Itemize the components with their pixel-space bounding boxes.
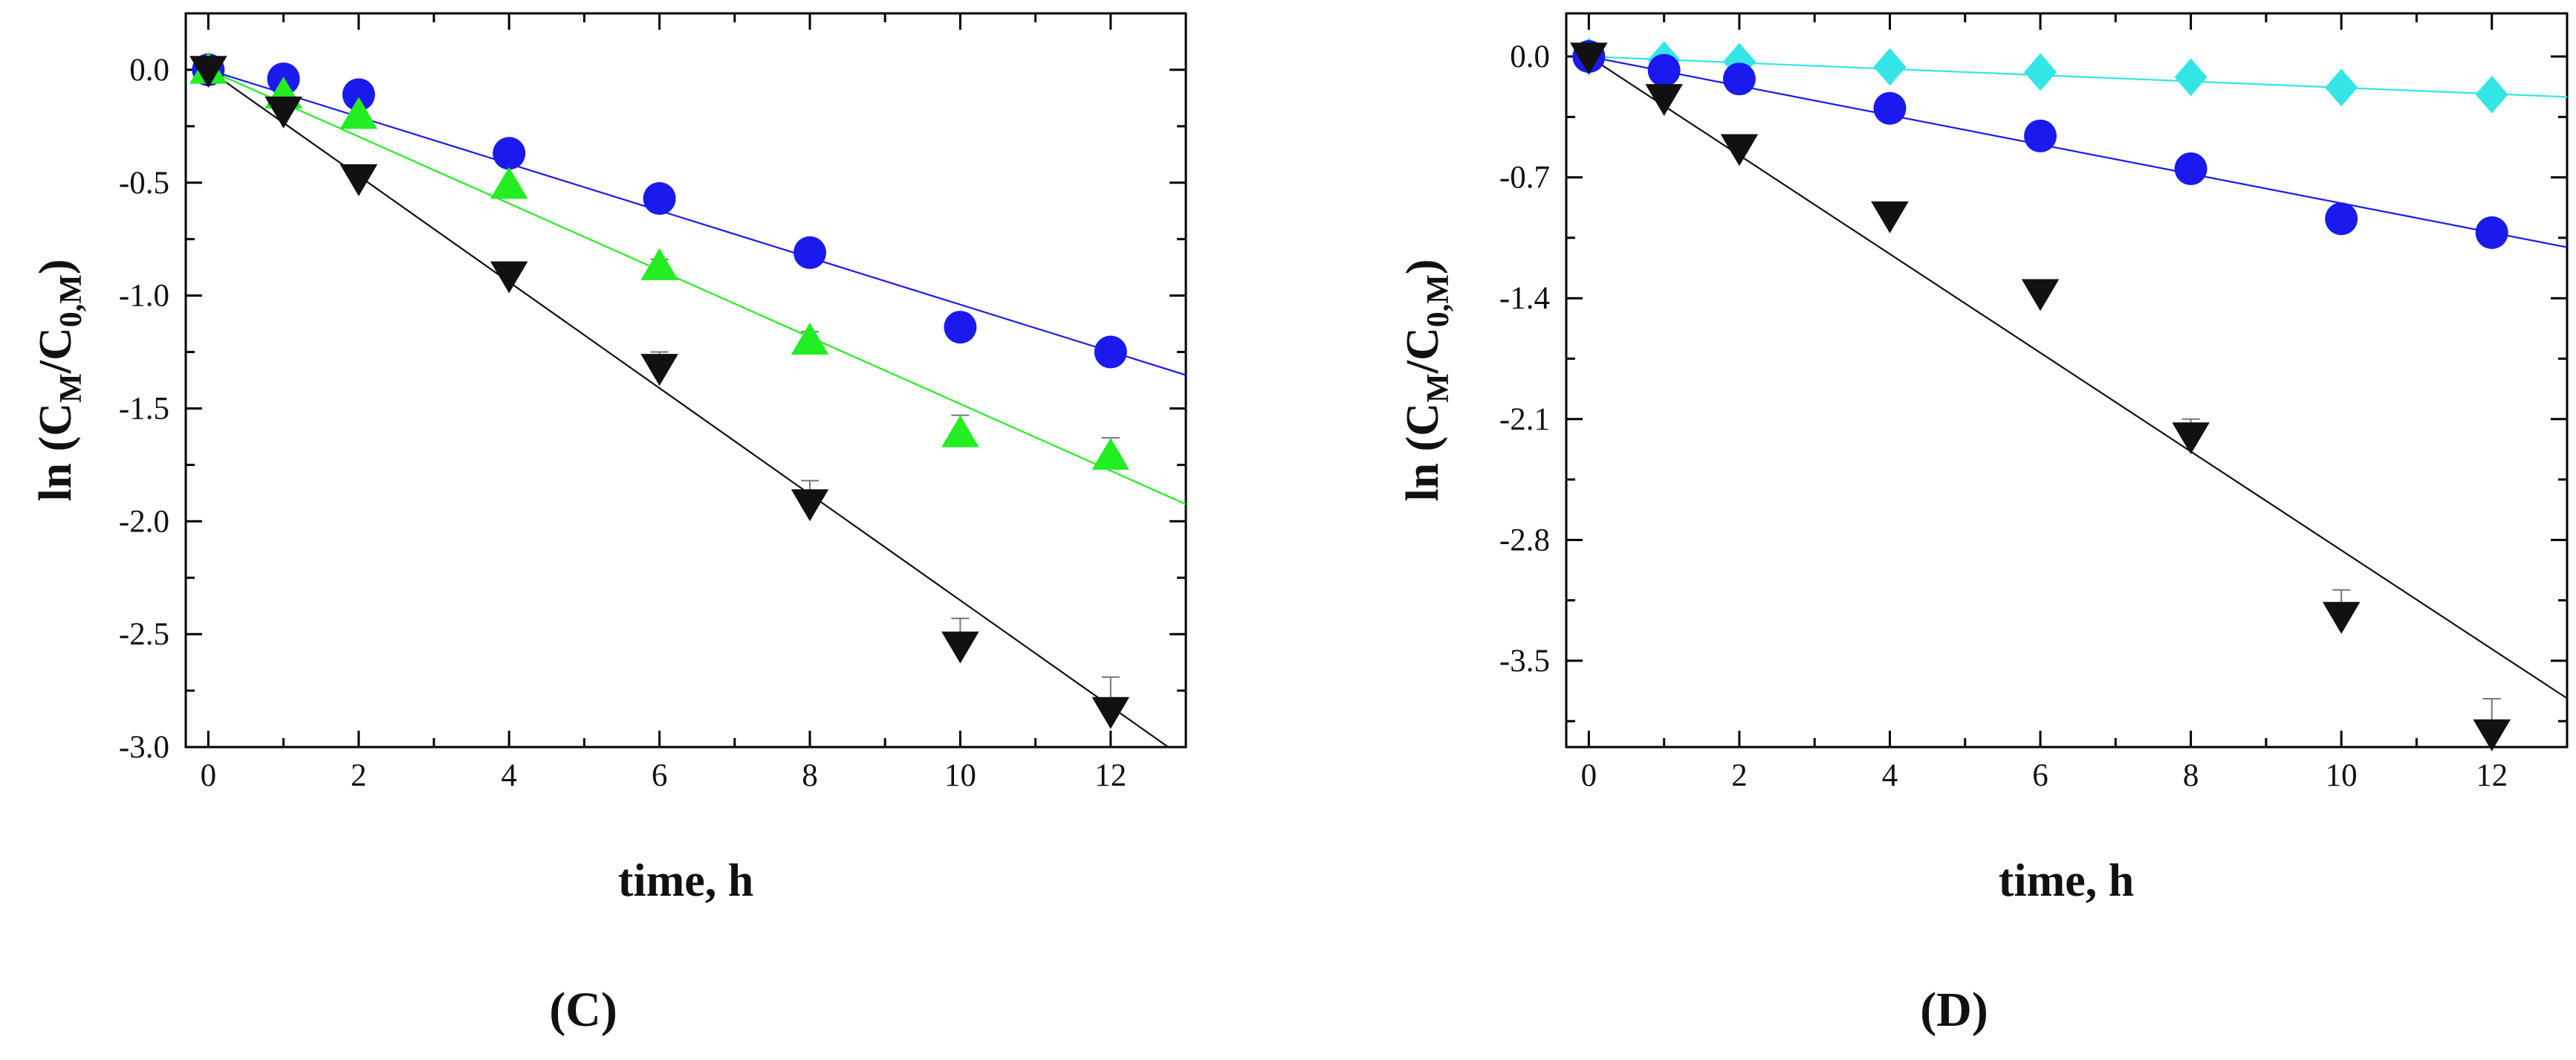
fit-line-triangles-up (207, 68, 1186, 505)
y-axis-title-part: ln (C (30, 403, 81, 502)
data-point-circles (1873, 91, 1907, 125)
x-tick-label: 12 (1094, 758, 1126, 793)
data-point-triangles-down (1871, 201, 1909, 233)
y-axis-title-part: /C (1398, 327, 1448, 374)
panel-label: (C) (549, 983, 617, 1037)
x-tick-label: 12 (2476, 758, 2508, 793)
y-tick-label: -1.5 (119, 391, 169, 426)
data-point-triangles-up (340, 97, 378, 129)
y-tick-label: -2.5 (119, 617, 169, 652)
data-point-circles (793, 236, 826, 269)
data-point-triangles-up (941, 415, 979, 447)
y-axis-title: ln (CM/C0,M) (1398, 259, 1456, 501)
data-point-diamonds (2325, 68, 2358, 107)
panel-d: 0 2 4 6 8 10 12 0.0 -0.7 -1.4 -2.1 -2.8 -3.5 time, h l… (1398, 12, 2569, 1037)
x-tick-label: 8 (802, 758, 818, 793)
x-tick-label: 2 (1731, 758, 1748, 793)
y-tick-label: -2.1 (1499, 402, 1550, 437)
data-point-diamonds (2024, 53, 2057, 91)
x-tick-label: 0 (1581, 758, 1597, 793)
data-point-circles (2024, 119, 2057, 152)
x-tick-label: 0 (201, 758, 217, 793)
fit-line-triangles-down (1588, 56, 2567, 699)
y-tick-label: -2.0 (119, 504, 169, 539)
data-point-triangles-up (1091, 438, 1130, 470)
data-point-triangles-down (1645, 84, 1683, 116)
data-point-triangles-up (791, 323, 829, 355)
x-tick-label: 6 (2032, 758, 2048, 793)
y-axis-title: ln (CM/C0,M) (30, 259, 88, 501)
plot-frame (184, 12, 1187, 749)
data-point-diamonds (1873, 48, 1907, 86)
y-tick-label: -0.7 (1499, 161, 1550, 195)
x-axis-title: time, h (1999, 856, 2135, 906)
x-tick-label: 6 (652, 758, 668, 793)
data-point-triangles-down (791, 489, 829, 522)
panel-c: 0 2 4 6 8 10 12 0.0 -0.5 -1.0 -1.5 -2.0 -2.5 -3.0 time… (30, 12, 1187, 1037)
data-point-triangles-down (2322, 601, 2361, 634)
data-point-circles (944, 311, 977, 344)
data-point-triangles-down (2473, 719, 2511, 752)
data-point-triangles-down (340, 164, 378, 196)
y-axis-title-part: ) (1398, 259, 1448, 274)
y-tick-label: -0.5 (119, 166, 169, 201)
data-point-triangles-down (189, 56, 227, 88)
data-point-triangles-down (941, 631, 979, 664)
y-tick-label: -1.4 (1499, 281, 1550, 316)
x-tick-label: 8 (2183, 758, 2199, 793)
data-point-circles (2325, 202, 2358, 236)
y-axis-title-subscript: M (1421, 373, 1456, 403)
y-tick-label: -3.5 (1499, 644, 1550, 679)
data-point-circles (1722, 62, 1756, 96)
data-point-circles (2475, 216, 2508, 249)
data-point-triangles-down (1720, 134, 1759, 167)
plot-frame (1565, 12, 2569, 749)
data-point-triangles-down (2021, 279, 2060, 311)
data-point-triangles-down (265, 96, 302, 129)
data-point-triangles-up (640, 248, 678, 280)
data-point-triangles-down (2172, 422, 2210, 455)
data-point-triangles-down (490, 261, 528, 294)
y-axis-title-part: /C (30, 327, 81, 374)
data-point-triangles-up (490, 167, 528, 199)
x-tick-label: 10 (2326, 758, 2358, 793)
y-axis-title-part: ln (C (1398, 403, 1448, 502)
fit-line-triangles-down (207, 69, 1170, 747)
x-tick-label: 4 (501, 758, 517, 793)
data-point-diamonds (2475, 75, 2508, 114)
y-tick-label: 0.0 (129, 53, 169, 88)
data-point-circles (493, 137, 526, 170)
x-tick-label: 4 (1882, 758, 1898, 793)
data-point-diamonds (2174, 58, 2207, 97)
data-point-triangles-down (640, 354, 678, 386)
y-axis-title-subscript: 0,M (1421, 274, 1456, 327)
y-axis-title-part: ) (30, 259, 81, 274)
x-tick-label: 10 (944, 758, 976, 793)
x-tick-label: 2 (351, 758, 367, 793)
data-point-circles (2174, 152, 2207, 186)
data-point-circles (1094, 335, 1127, 369)
data-point-triangles-down (1570, 42, 1608, 75)
x-axis-title: time, h (618, 856, 754, 906)
y-axis-title-subscript: M (54, 373, 88, 403)
data-point-circles (342, 78, 375, 112)
data-point-circles (1647, 54, 1681, 87)
data-point-triangles-down (1091, 697, 1130, 729)
y-axis-title-subscript: 0,M (54, 274, 88, 327)
data-point-circles (643, 182, 676, 216)
y-tick-label: -1.0 (119, 279, 169, 314)
panel-label: (D) (1920, 983, 1988, 1037)
y-tick-label: -2.8 (1499, 523, 1550, 558)
y-tick-label: -3.0 (119, 730, 169, 765)
y-tick-label: 0.0 (1510, 39, 1550, 74)
